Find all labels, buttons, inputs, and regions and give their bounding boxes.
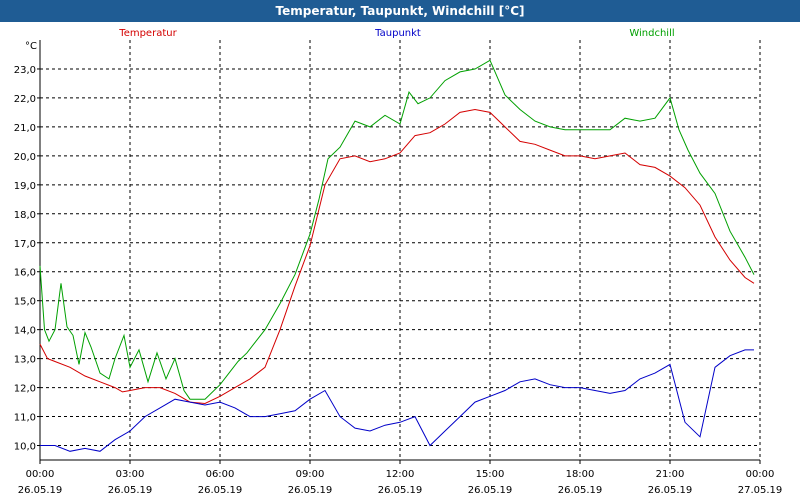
y-tick-label-12: 22,0 xyxy=(14,94,36,105)
y-tick-label-13: 23,0 xyxy=(14,65,36,76)
x-tick-date-6: 26.05.19 xyxy=(558,485,603,496)
y-tick-label-9: 19,0 xyxy=(14,181,36,192)
y-axis-label: °C xyxy=(25,41,37,52)
y-tick-label-1: 11,0 xyxy=(14,413,36,424)
x-tick-time-3: 09:00 xyxy=(296,469,325,480)
x-tick-date-4: 26.05.19 xyxy=(378,485,423,496)
y-tick-label-2: 12,0 xyxy=(14,384,36,395)
x-tick-date-5: 26.05.19 xyxy=(468,485,513,496)
x-tick-time-1: 03:00 xyxy=(116,469,145,480)
y-tick-label-7: 17,0 xyxy=(14,239,36,250)
x-tick-time-7: 21:00 xyxy=(656,469,685,480)
y-tick-label-6: 16,0 xyxy=(14,268,36,279)
x-tick-time-8: 00:00 xyxy=(746,469,775,480)
window-title: Temperatur, Taupunkt, Windchill [°C] xyxy=(0,0,800,22)
y-tick-label-4: 14,0 xyxy=(14,326,36,337)
chart-svg: 10,0 11,0 12,0 13,0 14,0 15,0 16,0 17,0 18,0 19,0… xyxy=(14,28,783,496)
legend-temperatur: Temperatur xyxy=(118,28,177,39)
x-tick-time-5: 15:00 xyxy=(476,469,505,480)
x-tick-date-0: 26.05.19 xyxy=(18,485,63,496)
legend-windchill: Windchill xyxy=(629,28,674,39)
legend-taupunkt: Taupunkt xyxy=(374,28,421,39)
x-tick-time-4: 12:00 xyxy=(386,469,415,480)
series-line-taupunkt xyxy=(40,349,754,452)
y-tick-label-11: 21,0 xyxy=(14,123,36,134)
y-tick-label-0: 10,0 xyxy=(14,442,36,453)
x-tick-time-0: 00:00 xyxy=(26,469,55,480)
x-tick-date-3: 26.05.19 xyxy=(288,485,333,496)
x-tick-date-1: 26.05.19 xyxy=(108,485,153,496)
x-tick-time-6: 18:00 xyxy=(566,469,595,480)
y-tick-label-8: 18,0 xyxy=(14,210,36,221)
x-tick-date-7: 26.05.19 xyxy=(648,485,693,496)
x-tick-date-8: 27.05.19 xyxy=(738,485,783,496)
x-tick-date-2: 26.05.19 xyxy=(198,485,243,496)
y-tick-label-10: 20,0 xyxy=(14,152,36,163)
y-tick-label-3: 13,0 xyxy=(14,355,36,366)
series-line-temperatur xyxy=(39,108,755,405)
y-tick-label-5: 15,0 xyxy=(14,297,36,308)
x-tick-time-2: 06:00 xyxy=(206,469,235,480)
series-line-windchill xyxy=(39,59,755,400)
